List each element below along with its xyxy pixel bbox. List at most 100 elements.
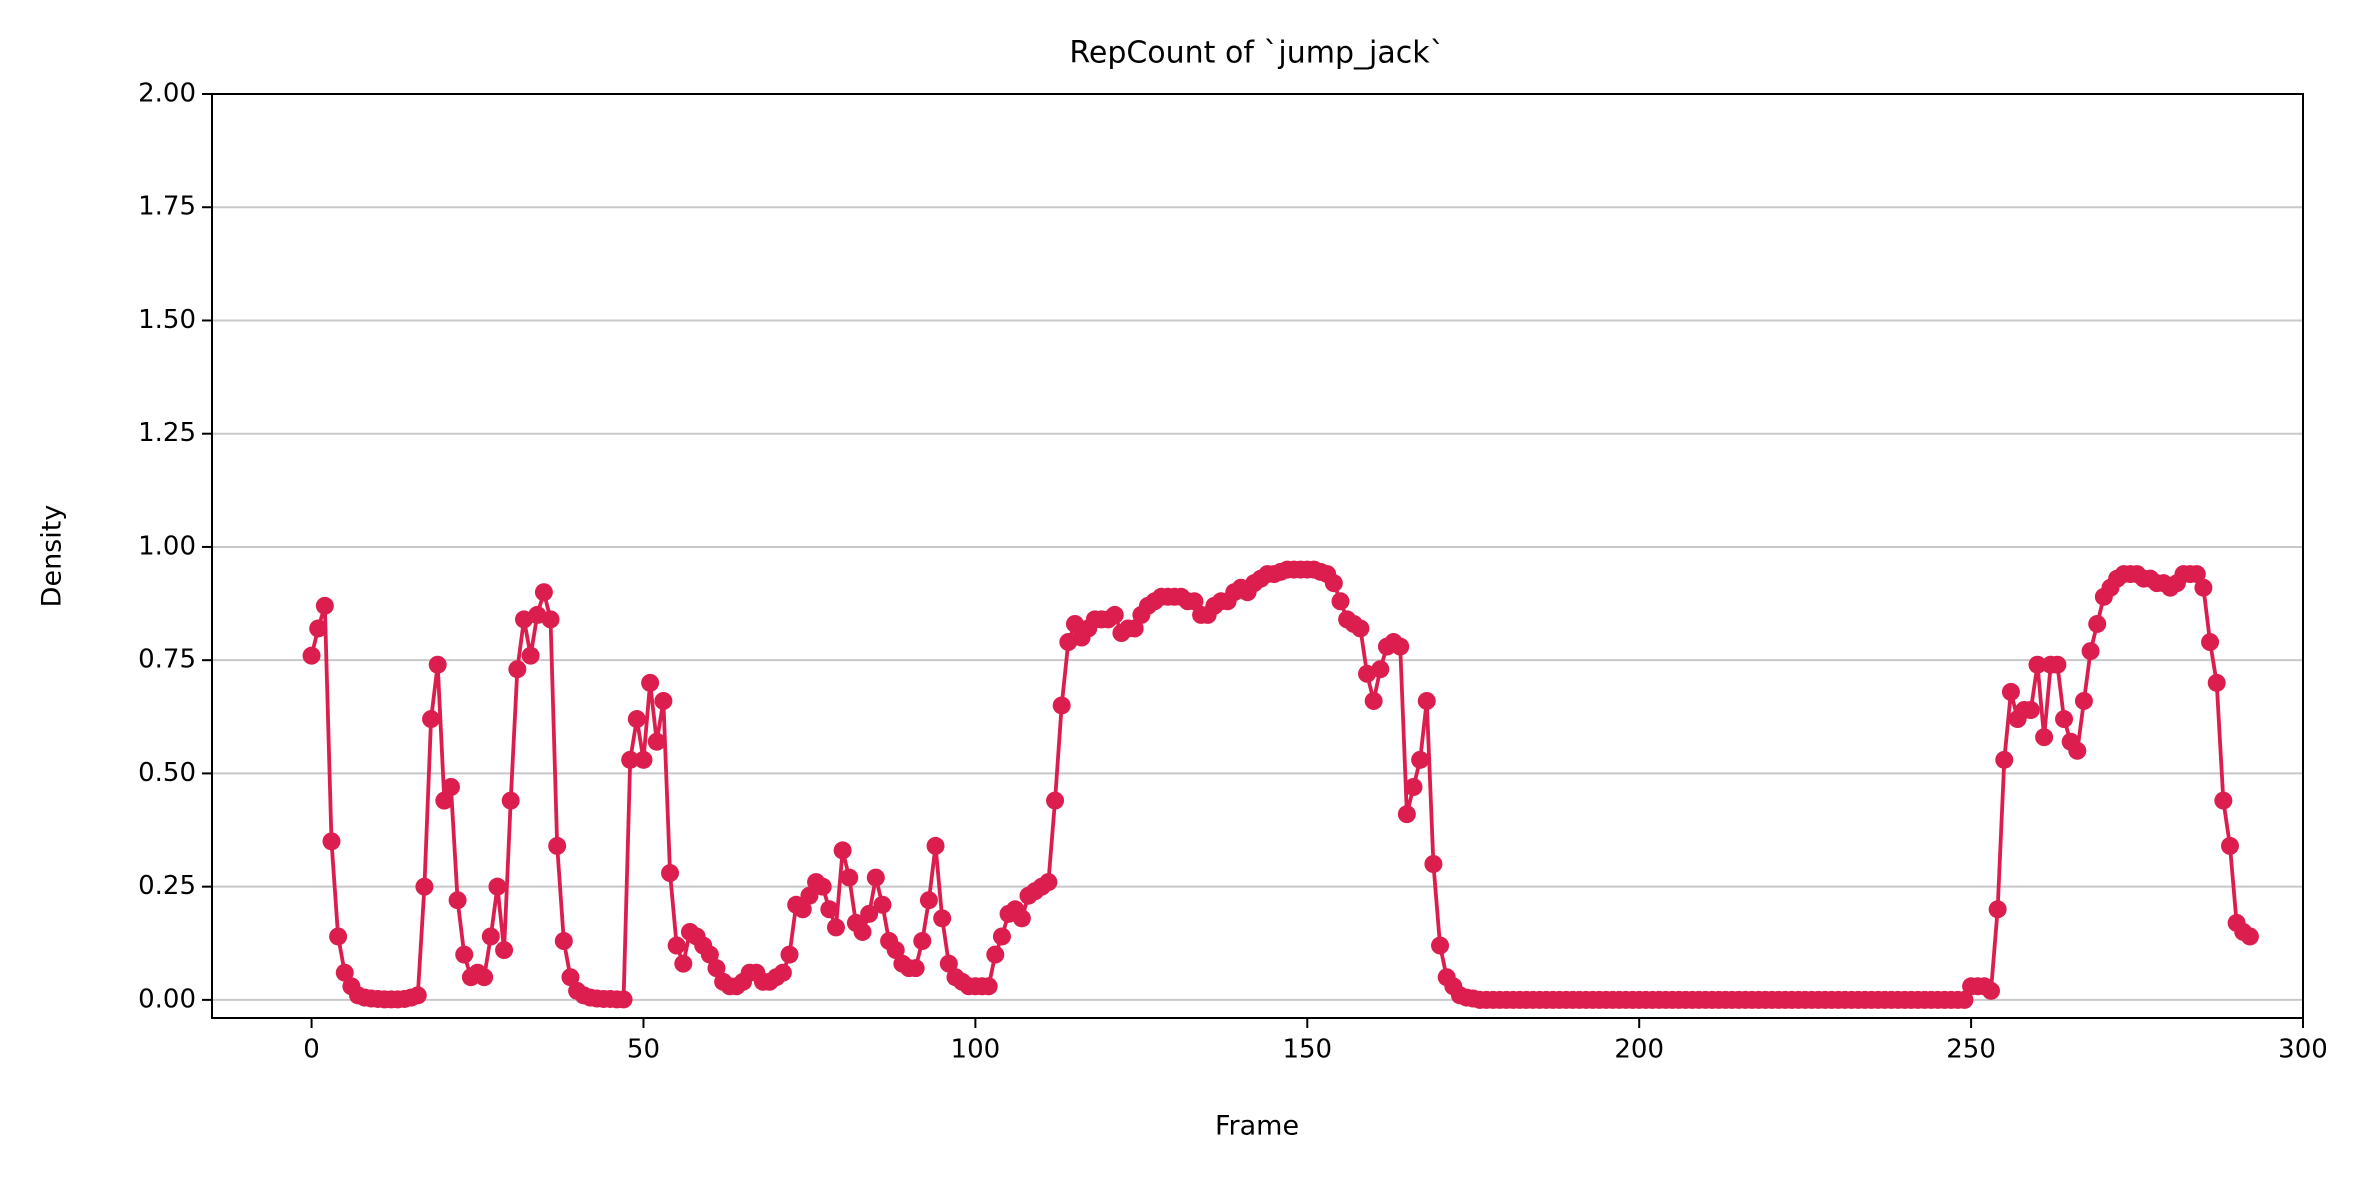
data-point — [906, 959, 925, 978]
data-point — [2055, 710, 2074, 729]
data-point — [919, 891, 938, 910]
data-point — [833, 841, 852, 860]
data-point — [2088, 614, 2107, 633]
data-point — [840, 868, 859, 887]
data-point — [853, 922, 872, 941]
ticks: 0.00 0.25 0.50 0.75 1.00 1.25 1.50 1.75 2.00 0 50 1… — [138, 79, 2328, 1065]
data-point — [2001, 682, 2020, 701]
data-point — [455, 945, 474, 964]
data-point — [481, 927, 500, 946]
data-point — [2214, 791, 2233, 810]
y-tick-label: 0.00 — [138, 984, 196, 1014]
y-tick-label: 2.00 — [138, 79, 196, 109]
data-point — [508, 660, 527, 679]
data-point — [1417, 691, 1436, 710]
data-point — [979, 977, 998, 996]
data-point — [674, 954, 693, 973]
data-point — [1351, 619, 1370, 638]
data-point — [1012, 909, 1031, 928]
data-point — [939, 954, 958, 973]
data-point — [1411, 750, 1430, 769]
data-point — [700, 945, 719, 964]
x-tick-label: 0 — [303, 1035, 320, 1065]
data-point — [415, 877, 434, 896]
data-point — [1955, 990, 1974, 1009]
data-point — [2081, 642, 2100, 661]
data-point — [448, 891, 467, 910]
data-point — [554, 932, 573, 950]
data-point — [1331, 592, 1350, 611]
data-point — [561, 968, 580, 987]
data-point — [2021, 701, 2040, 719]
data-point — [1371, 660, 1390, 679]
data-point — [780, 945, 799, 964]
data-point — [1185, 592, 1204, 611]
data-point — [2048, 655, 2067, 674]
data-point — [302, 646, 321, 665]
data-point — [654, 691, 673, 710]
data-point — [913, 932, 932, 950]
data-point — [1424, 855, 1443, 873]
data-point — [428, 655, 447, 674]
data-point — [521, 646, 540, 665]
data-point — [1125, 619, 1144, 638]
data-point — [548, 836, 567, 855]
data-point — [992, 927, 1011, 946]
data-point — [661, 864, 680, 883]
data-point — [986, 945, 1005, 964]
chart-title: RepCount of `jump_jack` — [1069, 36, 1444, 71]
data-point — [2201, 633, 2220, 652]
data-point — [1324, 574, 1343, 593]
x-tick-label: 200 — [1614, 1035, 1664, 1065]
y-tick-label: 0.50 — [138, 758, 196, 788]
data-point — [541, 610, 560, 629]
data-point — [488, 877, 507, 896]
data-point — [667, 936, 686, 955]
data-point — [422, 710, 441, 729]
data-point — [813, 877, 832, 896]
plot-area — [302, 560, 2259, 1009]
data-point — [1995, 750, 2014, 769]
x-tick-label: 150 — [1282, 1035, 1332, 1065]
y-tick-label: 0.25 — [138, 871, 196, 901]
data-point — [2220, 836, 2239, 855]
data-point — [2240, 927, 2259, 946]
data-point — [707, 959, 726, 978]
data-point — [1431, 936, 1450, 955]
data-point — [501, 791, 520, 810]
axes-frame — [211, 93, 2304, 1019]
data-point — [2074, 691, 2093, 710]
y-tick-label: 1.75 — [138, 192, 196, 222]
data-point — [315, 596, 334, 615]
data-point — [2035, 728, 2054, 747]
y-tick-label: 1.50 — [138, 305, 196, 335]
data-point — [793, 900, 812, 919]
y-tick-label: 1.25 — [138, 418, 196, 448]
data-point — [820, 900, 839, 919]
data-point — [826, 918, 845, 937]
data-point — [2068, 741, 2087, 760]
data-point — [933, 909, 952, 928]
data-point — [495, 941, 514, 960]
data-point — [2187, 565, 2206, 584]
data-point — [335, 963, 354, 982]
data-point — [866, 868, 885, 887]
data-point — [627, 710, 646, 729]
data-point — [1982, 981, 2001, 1000]
data-point — [534, 583, 553, 602]
data-point — [1364, 691, 1383, 710]
y-tick-label: 0.75 — [138, 645, 196, 675]
x-tick-label: 50 — [627, 1035, 660, 1065]
x-tick-label: 250 — [1946, 1035, 1996, 1065]
x-tick-label: 100 — [951, 1035, 1001, 1065]
y-tick-label: 1.00 — [138, 531, 196, 561]
data-point — [1105, 605, 1124, 624]
y-axis-label: Density — [37, 505, 68, 608]
data-point — [1397, 805, 1416, 824]
data-point — [1404, 778, 1423, 796]
data-point — [926, 836, 945, 855]
data-point — [1988, 900, 2007, 919]
data-point — [309, 619, 328, 638]
data-point — [1052, 696, 1071, 715]
